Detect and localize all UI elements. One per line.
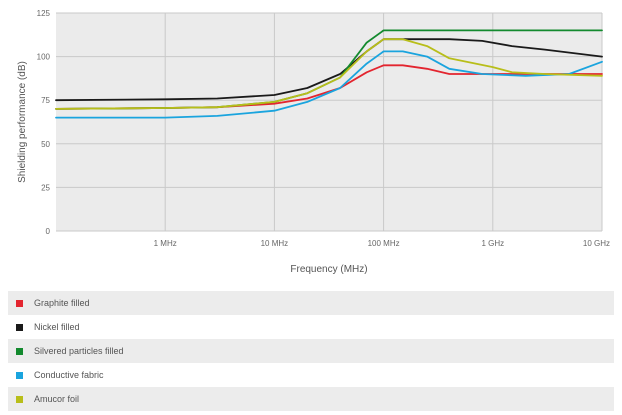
- x-axis-label: Frequency (MHz): [290, 264, 367, 275]
- series-lines: [55, 29, 603, 119]
- legend-swatch: [16, 347, 23, 355]
- x-tick-label: 100 MHz: [368, 239, 400, 248]
- legend-item: Conductive fabric: [8, 363, 614, 387]
- y-tick-label: 125: [37, 9, 51, 18]
- x-tick-label: 1 GHz: [481, 239, 504, 248]
- plot-area: [56, 13, 602, 231]
- legend-label: Silvered particles filled: [34, 346, 124, 356]
- y-tick-label: 0: [46, 227, 51, 236]
- y-gridlines: [56, 12, 602, 232]
- legend-label: Amucor foil: [34, 394, 80, 404]
- y-tick-label: 75: [41, 96, 50, 105]
- legend-item: Amucor foil: [8, 387, 614, 411]
- x-tick-label: 10 GHz: [583, 239, 610, 248]
- legend: Graphite filled Nickel filled Silvered par…: [8, 291, 614, 411]
- y-tick-label: 50: [41, 140, 50, 149]
- x-gridlines: [164, 13, 603, 231]
- legend-swatch: [16, 323, 23, 331]
- legend-label: Nickel filled: [34, 322, 80, 332]
- series-line-4: [55, 50, 603, 119]
- legend-label: Graphite filled: [34, 298, 90, 308]
- legend-swatch: [16, 395, 23, 403]
- legend-label: Conductive fabric: [34, 370, 104, 380]
- x-tick-label: 1 MHz: [154, 239, 177, 248]
- legend-swatch: [16, 299, 23, 307]
- legend-swatch: [16, 371, 23, 379]
- shielding-chart: 1 MHz 10 MHz 100 MHz 1 GHz 10 GHz 0 25 50 75 100…: [17, 9, 610, 275]
- y-tick-labels: 0 25 50 75 100 125: [37, 9, 51, 236]
- y-tick-label: 100: [37, 53, 51, 62]
- legend-item: Silvered particles filled: [8, 339, 614, 363]
- y-tick-label: 25: [41, 183, 50, 192]
- legend-item: Nickel filled: [8, 315, 614, 339]
- x-tick-label: 10 MHz: [261, 239, 289, 248]
- legend-item: Graphite filled: [8, 291, 614, 315]
- series-line-5: [55, 38, 603, 110]
- x-tick-labels: 1 MHz 10 MHz 100 MHz 1 GHz 10 GHz: [154, 239, 610, 248]
- y-axis-label: Shielding performance (dB): [17, 61, 28, 183]
